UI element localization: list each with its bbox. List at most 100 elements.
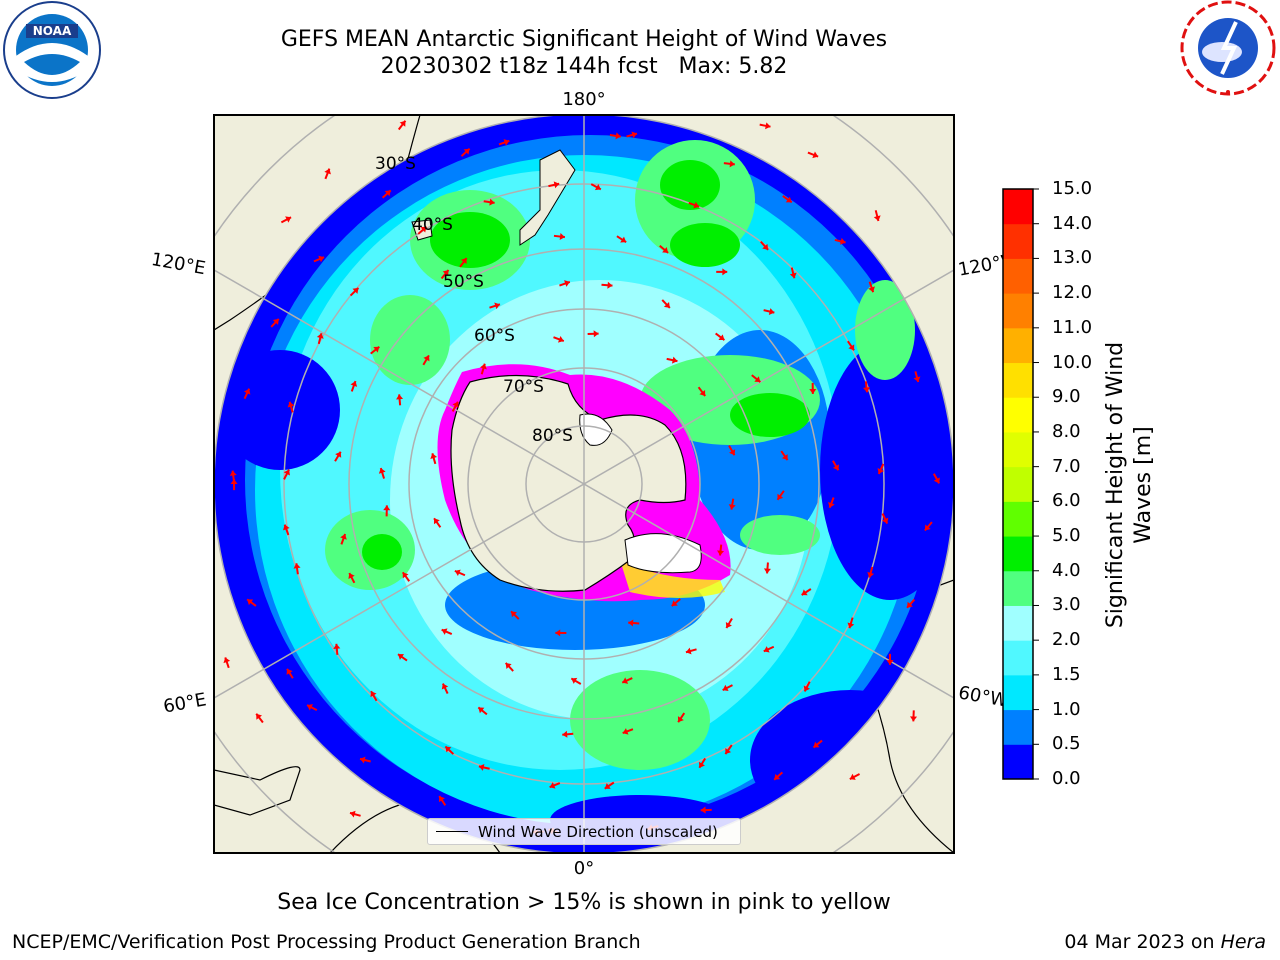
- wave-direction-arrowhead: [774, 773, 781, 780]
- wave-direction-arrowhead: [622, 677, 629, 684]
- wave-direction-arrowhead: [631, 131, 638, 139]
- wave-direction-arrowhead: [933, 477, 940, 484]
- colorbar-tick-label: 9.0: [1052, 386, 1081, 408]
- colorbar-tick-label: 14.0: [1052, 212, 1093, 234]
- wave-direction-arrowhead: [863, 387, 871, 393]
- wave-direction-arrowhead: [685, 647, 692, 655]
- wave-direction-arrowhead: [693, 201, 700, 209]
- wave-direction-arrowhead: [867, 571, 875, 578]
- wave-direction-arrowhead: [812, 151, 819, 159]
- wave-direction-arrowhead: [287, 401, 295, 408]
- wave-direction-arrowhead: [378, 468, 386, 474]
- wave-direction-arrowhead: [615, 132, 621, 140]
- colorbar-tick-label: 4.0: [1052, 559, 1081, 581]
- wave-direction-arrowhead: [398, 654, 405, 660]
- new-zealand-land: [519, 149, 576, 246]
- wave-direction-arrowhead: [813, 741, 820, 748]
- wave-direction-arrowhead: [886, 660, 894, 665]
- wave-direction-arrowhead: [729, 160, 735, 168]
- wave-direction-arrowhead: [571, 677, 578, 684]
- wave-direction-arrowhead: [348, 573, 355, 579]
- wave-direction-arrowhead: [402, 572, 409, 579]
- wave-direction-arrowhead: [460, 258, 467, 265]
- map-legend: Wind Wave Direction (unscaled): [427, 818, 741, 845]
- wave-direction-arrowhead: [441, 683, 449, 690]
- colorbar-tick-label: 15.0: [1052, 178, 1093, 199]
- wave-direction-arrowhead: [384, 190, 391, 197]
- footer-date-text: 04 Mar 2023 on: [1064, 931, 1221, 953]
- wave-direction-arrowhead: [722, 268, 728, 276]
- lon-label-60w: 60°W: [957, 682, 1010, 711]
- colorbar-tick-label: 2.0: [1052, 629, 1081, 651]
- lat-label-50s: 50°S: [443, 272, 484, 292]
- wave-direction-arrowhead: [728, 504, 736, 510]
- wave-direction-arrowhead: [777, 493, 784, 500]
- wave-direction-arrowhead: [286, 668, 293, 675]
- lat-label-30s: 30°S: [375, 154, 416, 174]
- wave-direction-arrowhead: [907, 601, 913, 608]
- colorbar-segment: [1003, 466, 1033, 502]
- colorbar-segment: [1003, 674, 1033, 711]
- wave-direction-arrowhead: [594, 183, 601, 191]
- title-line-2: 20230302 t18z 144h fcst Max: 5.82: [380, 54, 788, 79]
- colorbar-segment: [1003, 536, 1033, 572]
- wave-direction-arrowhead: [700, 806, 706, 814]
- wave-direction-arrowhead: [765, 122, 771, 130]
- wave-direction-arrowhead: [718, 334, 725, 341]
- wave-direction-arrowhead: [452, 401, 459, 408]
- wave-direction-arrowhead: [223, 657, 231, 664]
- lat-label-40s: 40°S: [412, 215, 453, 235]
- lon-label-0: 0°: [574, 858, 594, 879]
- wind-wave-arrows: [223, 120, 941, 836]
- graticule: [214, 115, 954, 853]
- wave-direction-arrowhead: [828, 501, 835, 508]
- colorbar-segment: [1003, 605, 1033, 641]
- colorbar-segment: [1003, 293, 1033, 329]
- wave-direction-arrowhead: [785, 196, 792, 203]
- wave-direction-arrowhead: [420, 226, 427, 233]
- wave-direction-arrowhead: [285, 216, 292, 223]
- colorbar-frame: [1002, 188, 1034, 780]
- wave-direction-arrowhead: [399, 120, 406, 127]
- wave-direction-arrowhead: [671, 600, 678, 607]
- noaa-logo: NOAA: [3, 1, 101, 99]
- wave-direction-arrowhead: [349, 810, 356, 818]
- wave-direction-arrowhead: [725, 622, 732, 628]
- wave-direction-arrowhead: [847, 622, 855, 629]
- colorbar-label: Significant Height of Wind Waves [m]: [1102, 335, 1158, 635]
- wave-direction-arrowhead: [840, 237, 846, 245]
- colorbar-tick-label: 10.0: [1052, 351, 1093, 373]
- wave-direction-arrowhead: [725, 748, 732, 755]
- wave-direction-arrowhead: [722, 684, 729, 692]
- wave-direction-arrowhead: [340, 534, 347, 540]
- wave-direction-arrowhead: [809, 389, 817, 394]
- wave-direction-arrowhead: [229, 470, 237, 476]
- wave-direction-arrowhead: [717, 550, 725, 556]
- lat-label-80s: 80°S: [532, 426, 573, 446]
- wave-direction-arrowhead: [868, 286, 875, 293]
- title-line-1: GEFS MEAN Antarctic Significant Height o…: [280, 27, 888, 52]
- ross-ice-shelf: [579, 413, 613, 446]
- colorbar-segment: [1003, 640, 1033, 676]
- lat-label-60s: 60°S: [474, 326, 515, 346]
- wave-direction-arrowhead: [593, 330, 599, 338]
- colorbar-tick-label: 12.0: [1052, 282, 1093, 304]
- colorbar: [1003, 188, 1039, 780]
- colorbar-segment: [1003, 258, 1033, 294]
- colorbar-segment: [1003, 189, 1033, 225]
- wave-direction-arrowhead: [489, 198, 495, 206]
- wave-direction-arrowhead: [247, 599, 254, 606]
- footer-date: 04 Mar 2023 on Hera: [1064, 931, 1266, 953]
- wave-direction-arrowhead: [272, 318, 279, 325]
- lon-label-60e: 60°E: [162, 689, 208, 717]
- wave-direction-arrowhead: [848, 344, 855, 351]
- colorbar-tick-label: 5.0: [1052, 525, 1081, 547]
- wave-direction-arrowhead: [350, 381, 358, 387]
- wave-direction-arrowhead: [604, 783, 611, 789]
- colorbar-segment: [1003, 709, 1033, 745]
- wave-direction-arrowhead: [699, 390, 706, 397]
- colorbar-tick-label: 1.0: [1052, 698, 1081, 720]
- wave-direction-arrowhead: [620, 236, 627, 243]
- wave-direction-arrowhead: [454, 569, 461, 577]
- wave-direction-arrowhead: [256, 713, 263, 720]
